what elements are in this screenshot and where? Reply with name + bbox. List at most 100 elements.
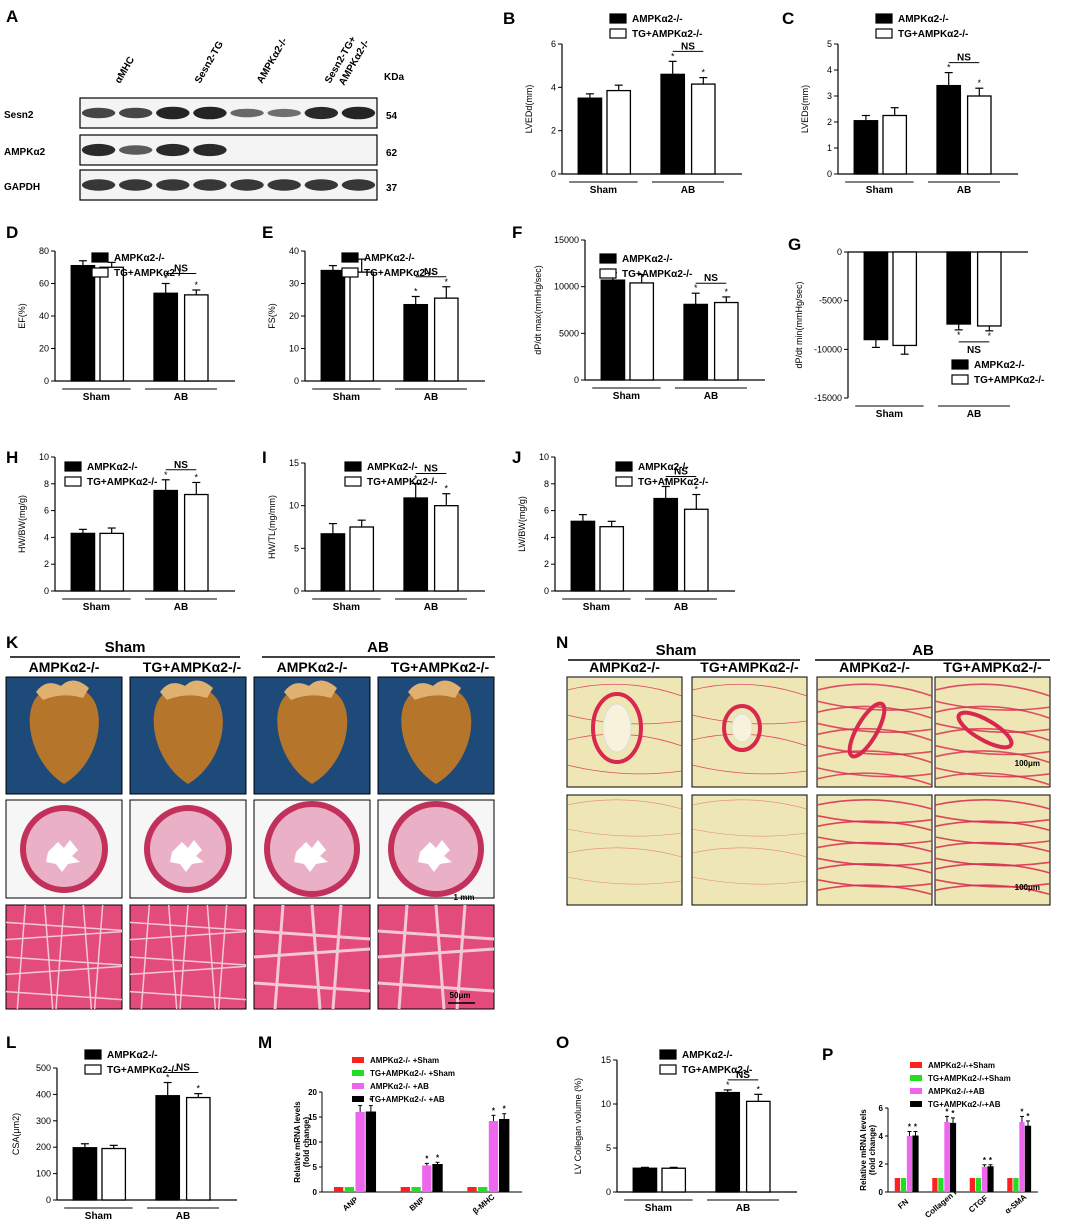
heart-atria	[284, 680, 337, 700]
y-tick-label: 15000	[554, 235, 579, 245]
bar	[944, 1122, 950, 1192]
bar	[683, 303, 709, 381]
blot-band	[193, 179, 227, 191]
collagen-fiber	[816, 750, 933, 764]
collagen-fiber	[816, 841, 933, 853]
significance-star: *	[983, 1156, 987, 1165]
bar	[334, 1187, 344, 1192]
legend-swatch	[599, 268, 617, 279]
y-tick-label: 1	[827, 143, 832, 153]
y-tick-label: 15	[308, 1113, 317, 1122]
legend-swatch	[341, 252, 359, 263]
bar	[478, 1187, 488, 1192]
significance-star: *	[726, 1080, 730, 1090]
column-label: TG+AMPKα2-/-	[143, 659, 242, 675]
legend-label: AMPKα2-/-	[367, 462, 418, 473]
bar	[403, 497, 429, 592]
column-label: AMPKα2-/-	[839, 659, 910, 675]
collagen-fiber	[691, 828, 808, 837]
vessel-wall	[722, 704, 762, 752]
significance-star: *	[757, 1084, 761, 1094]
blot-band	[81, 107, 116, 119]
collagen-fiber	[816, 700, 933, 711]
group-label: Sham	[613, 391, 640, 402]
significance-star: *	[197, 1084, 201, 1094]
ns-label: NS	[424, 463, 438, 474]
blot-band	[267, 179, 301, 191]
vessel-lumen	[731, 713, 753, 743]
ventricle-lumen	[46, 840, 80, 872]
bar	[183, 294, 209, 382]
significance-star: *	[988, 331, 992, 341]
legend-label: AMPKα2-/-	[87, 462, 138, 473]
heart-photo	[29, 685, 99, 784]
legend-swatch	[84, 1049, 102, 1060]
legend-label: AMPKα2-/-	[632, 14, 683, 25]
group-label: AB	[681, 185, 695, 196]
y-tick-label: 0	[574, 375, 579, 385]
legend-swatch	[352, 1096, 364, 1102]
legend-label: TG+AMPKα2-/-	[974, 375, 1044, 386]
y-tick-label: 2	[44, 559, 49, 569]
y-tick-label: 0	[827, 169, 832, 179]
blot-band	[156, 179, 190, 191]
cell-border	[129, 921, 247, 932]
blot-strip	[79, 134, 378, 166]
collagen-fiber	[934, 863, 1051, 874]
legend-label: TG+AMPKα2-/-	[364, 268, 434, 279]
bar	[599, 526, 625, 592]
lane-label: αMHC	[113, 55, 137, 86]
significance-star: *	[166, 1073, 170, 1083]
group-label: AB	[174, 392, 188, 403]
y-axis-label: (fold change)	[302, 1117, 311, 1168]
legend-swatch	[615, 476, 633, 487]
y-tick-label: 0	[544, 586, 549, 596]
blot-kda-value: 62	[386, 148, 398, 159]
y-tick-label: 2	[551, 126, 556, 136]
chart-L: 0 100 200 300 400 500 CSA(μm2) * * NS Sham AB AMPKα2…	[11, 1049, 237, 1222]
group-label: AB	[957, 185, 971, 196]
bar	[499, 1119, 510, 1193]
significance-star: *	[436, 1153, 440, 1162]
column-label: TG+AMPKα2-/-	[391, 659, 490, 675]
bar	[344, 1187, 355, 1192]
y-tick-label: 20	[308, 1088, 317, 1097]
y-tick-label: -5000	[819, 296, 842, 306]
group-label: AB	[704, 391, 718, 402]
bar	[882, 114, 908, 175]
bar	[153, 292, 179, 382]
collagen-fiber	[934, 705, 1051, 719]
panel-label-C: C	[782, 9, 794, 28]
heart-atria	[36, 680, 89, 700]
group-label: Sham	[590, 185, 617, 196]
legend-swatch	[344, 476, 362, 487]
group-header: AB	[912, 642, 934, 659]
significance-star: *	[702, 68, 706, 78]
bar	[661, 1167, 687, 1193]
bar	[938, 1178, 944, 1192]
cell-border	[377, 981, 495, 993]
y-axis-label: LW/BW(mg/g)	[517, 496, 527, 552]
collagen-fiber	[934, 750, 1051, 764]
legend-swatch	[875, 28, 893, 39]
he-stain-bg	[129, 904, 247, 1010]
bar	[433, 505, 459, 592]
cell-border	[206, 904, 217, 1010]
group-label: Sham	[333, 602, 360, 613]
cell-border	[167, 904, 178, 1010]
panel-label-A: A	[6, 7, 18, 26]
group-header: Sham	[656, 642, 697, 659]
collagen-fiber	[691, 876, 808, 885]
cell-border	[377, 947, 495, 959]
y-axis-label: dP/dt min(mmHg/sec)	[794, 281, 804, 368]
category-label: BNP	[408, 1195, 427, 1213]
bar	[894, 1178, 900, 1192]
heart-atria	[160, 680, 213, 700]
blot-kda-value: 37	[386, 183, 398, 194]
y-tick-label: 10	[539, 452, 549, 462]
category-label: CTGF	[967, 1194, 990, 1215]
legend-swatch	[609, 13, 627, 24]
cell-border	[434, 904, 446, 1010]
vessel-wall	[591, 692, 643, 764]
legend-swatch	[659, 1064, 677, 1075]
